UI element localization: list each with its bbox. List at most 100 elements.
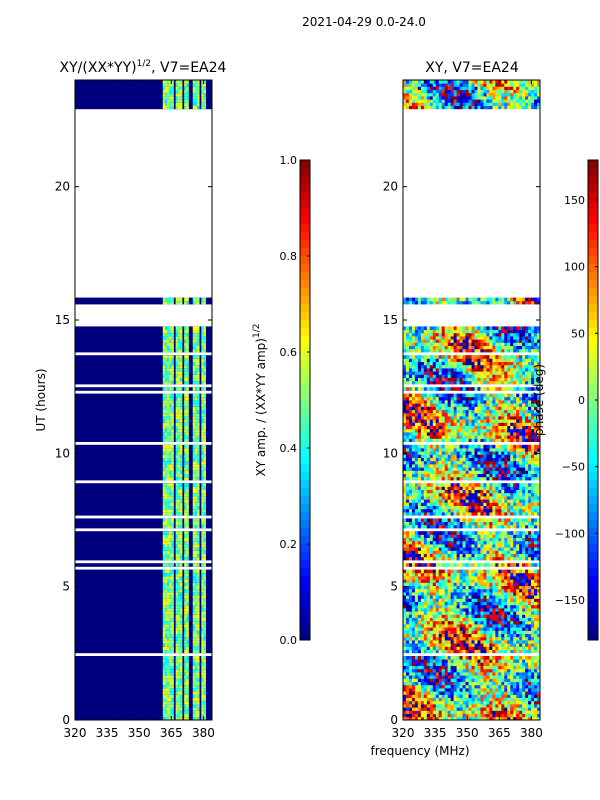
phase-cell [519, 649, 523, 654]
phase-cell [522, 553, 526, 558]
phase-cell [417, 710, 422, 714]
amp-cell [179, 96, 183, 100]
amp-cell [169, 694, 172, 698]
phase-cell [423, 505, 428, 510]
phase-cell [501, 585, 505, 590]
phase-cell [429, 598, 434, 602]
amp-cell [186, 540, 189, 545]
phase-cell [510, 547, 514, 551]
amp-cell [184, 675, 187, 679]
phase-cell [423, 659, 428, 663]
amp-cell [164, 374, 168, 378]
phase-cell [498, 646, 502, 650]
phase-cell [432, 550, 437, 554]
amp-cell [203, 486, 206, 490]
amp-cell [177, 611, 181, 615]
phase-cell [495, 675, 499, 679]
amp-cell [186, 700, 189, 705]
amp-cell [201, 336, 204, 340]
amp-cell [169, 636, 172, 641]
amp-cell [186, 422, 189, 426]
phase-cell [408, 636, 413, 641]
phase-cell [471, 588, 475, 593]
phase-cell [438, 617, 443, 622]
phase-cell [492, 582, 496, 586]
phase-cell [438, 537, 443, 542]
x-tick-label: 335 [96, 726, 119, 740]
phase-cell [444, 579, 449, 583]
phase-cell [498, 665, 502, 670]
phase-cell [411, 649, 416, 654]
amp-cell [179, 467, 183, 471]
amp-cell [194, 393, 198, 398]
amp-cell [167, 496, 170, 500]
phase-cell [531, 659, 535, 663]
amp-cell [162, 598, 166, 602]
phase-cell [438, 595, 443, 599]
phase-cell [403, 643, 407, 647]
phase-cell [405, 502, 410, 506]
amp-cell [197, 668, 200, 673]
phase-cell [486, 569, 490, 574]
phase-cell [501, 614, 505, 618]
amp-cell [203, 416, 206, 420]
phase-cell [513, 544, 517, 548]
amp-cell [171, 460, 174, 465]
phase-cell [444, 684, 449, 689]
amp-cell [197, 444, 200, 449]
phase-cell [456, 710, 460, 714]
amp-row [75, 364, 212, 369]
amp-row [75, 643, 212, 647]
phase-cell [510, 505, 514, 510]
phase-cell [426, 572, 431, 577]
amp-cell [201, 630, 204, 634]
phase-cell [534, 716, 538, 721]
phase-cell [420, 700, 425, 705]
amp-cell [197, 432, 200, 436]
phase-cell [483, 710, 487, 714]
phase-cell [534, 505, 538, 510]
phase-cell [471, 707, 475, 711]
phase-cell [537, 681, 541, 686]
amp-cell [186, 659, 189, 663]
amp-cell [169, 489, 172, 494]
phase-cell [483, 588, 487, 593]
phase-cell [468, 512, 472, 516]
phase-cell [450, 646, 455, 650]
phase-cell [456, 524, 460, 529]
amp-cell [179, 636, 183, 641]
phase-cell [441, 508, 446, 513]
phase-cell [423, 588, 428, 593]
amp-cell [175, 540, 179, 545]
amp-cell [164, 396, 168, 401]
phase-cell [483, 604, 487, 609]
phase-cell [417, 601, 422, 606]
phase-cell [537, 518, 541, 522]
phase-cell [447, 672, 452, 676]
amp-cell [179, 105, 183, 110]
amp-colorbar: 0.00.20.40.60.81.0 [280, 154, 311, 647]
amp-row [75, 460, 212, 465]
phase-cell [489, 563, 493, 567]
phase-cell [468, 684, 472, 689]
phase-cell [495, 694, 499, 698]
amp-cell [177, 547, 181, 551]
amp-cell [164, 505, 168, 510]
phase-cell [516, 544, 520, 548]
amp-cell [186, 400, 189, 404]
amp-cell [171, 668, 174, 673]
amp-cell [197, 339, 200, 343]
amp-row [75, 464, 212, 468]
x-tick-label: 380 [192, 726, 215, 740]
phase-cell [504, 716, 508, 721]
amp-cell [201, 624, 204, 628]
phase-cell [480, 659, 484, 663]
amp-cell [192, 92, 196, 97]
phase-cell [525, 633, 529, 638]
amp-row [75, 422, 212, 426]
amp-cell [164, 614, 168, 618]
phase-cell [486, 547, 490, 551]
amp-cell [194, 608, 198, 612]
phase-cell [468, 707, 472, 711]
phase-cell [501, 630, 505, 634]
